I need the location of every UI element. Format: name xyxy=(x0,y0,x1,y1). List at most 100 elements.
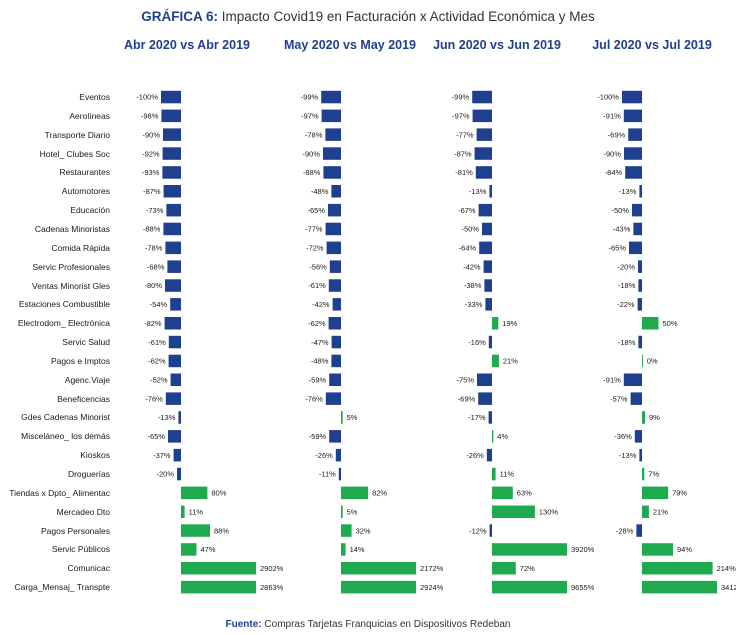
data-label: 94% xyxy=(677,545,692,554)
bar xyxy=(488,411,492,424)
bar xyxy=(478,203,492,217)
data-label: -13% xyxy=(619,451,637,460)
category-label: Hotel_ Clubes Soc xyxy=(39,148,110,159)
category-label: Comunicac xyxy=(67,563,110,574)
panel-title-abr: Abr 2020 vs Abr 2019 xyxy=(123,38,250,52)
data-label: 2863% xyxy=(260,583,284,592)
bar xyxy=(328,317,341,330)
data-label: 21% xyxy=(503,357,518,366)
data-label: -78% xyxy=(145,244,163,253)
bar xyxy=(341,505,343,518)
data-label: 2902% xyxy=(260,564,284,573)
bar xyxy=(329,430,341,443)
bar xyxy=(181,505,185,518)
bar xyxy=(482,222,492,236)
data-label: 32% xyxy=(356,526,371,535)
bar xyxy=(341,411,343,424)
data-label: -91% xyxy=(603,375,621,384)
data-label: 19% xyxy=(502,319,517,328)
data-label: -61% xyxy=(148,338,166,347)
data-label: -92% xyxy=(142,149,160,158)
data-label: 63% xyxy=(517,489,532,498)
bar xyxy=(622,90,642,104)
data-label: -69% xyxy=(608,130,626,139)
bar xyxy=(162,166,181,179)
data-label: -91% xyxy=(603,112,621,121)
data-label: 5% xyxy=(347,507,358,516)
data-label: -13% xyxy=(158,413,176,422)
bar xyxy=(633,222,642,236)
data-label: 14% xyxy=(350,545,365,554)
data-label: 2924% xyxy=(420,583,444,592)
bar xyxy=(165,392,181,405)
data-label: -57% xyxy=(610,394,628,403)
category-label: Servic Profesionales xyxy=(32,261,110,272)
data-label: -48% xyxy=(311,187,329,196)
data-label: -98% xyxy=(141,112,159,121)
bar xyxy=(326,241,341,255)
bar xyxy=(181,562,256,575)
panel-title-jul: Jul 2020 vs Jul 2019 xyxy=(592,38,712,52)
data-label: 72% xyxy=(520,564,535,573)
bar xyxy=(168,335,181,349)
data-label: 9655% xyxy=(571,583,595,592)
bar xyxy=(321,90,341,104)
data-label: -26% xyxy=(466,451,484,460)
bar xyxy=(341,562,416,575)
data-label: -88% xyxy=(143,225,161,234)
bar xyxy=(625,166,642,179)
data-label: -13% xyxy=(469,187,487,196)
data-label: -16% xyxy=(468,338,486,347)
bar xyxy=(638,279,642,292)
category-label: Pagos e Imptos xyxy=(50,355,110,366)
source-note: Fuente: Compras Tarjetas Franquicias en … xyxy=(0,619,736,630)
data-label: -61% xyxy=(308,281,326,290)
bar xyxy=(492,562,516,575)
category-label: Misceláneo_ los demás xyxy=(21,431,110,442)
bar xyxy=(173,448,181,462)
bar xyxy=(168,430,181,443)
bar xyxy=(161,90,181,104)
bar xyxy=(623,109,642,123)
bar xyxy=(638,260,642,273)
bar xyxy=(338,467,341,481)
category-label: Restaurantes xyxy=(59,167,110,178)
bar xyxy=(332,298,341,311)
data-label: -59% xyxy=(309,432,327,441)
bar xyxy=(162,147,181,160)
bar xyxy=(642,317,659,330)
bar xyxy=(629,241,642,255)
data-label: -56% xyxy=(309,262,327,271)
bar xyxy=(331,354,341,368)
bar xyxy=(181,524,210,537)
source-lead: Fuente: xyxy=(225,619,262,630)
bar xyxy=(638,335,642,349)
data-label: -75% xyxy=(456,375,474,384)
bar xyxy=(630,392,642,405)
bar xyxy=(489,185,492,198)
category-label: Servic Públicos xyxy=(51,544,110,555)
data-label: -90% xyxy=(302,149,320,158)
bar xyxy=(170,298,181,311)
data-label: 4% xyxy=(497,432,508,441)
data-label: 0% xyxy=(647,357,658,366)
data-label: -90% xyxy=(142,130,160,139)
bar xyxy=(623,373,642,386)
bar xyxy=(329,260,341,273)
bar xyxy=(323,147,341,160)
category-label: Transporte Diario xyxy=(44,129,110,140)
bar xyxy=(331,185,341,198)
data-label: 79% xyxy=(672,489,687,498)
data-label: -11% xyxy=(319,470,336,479)
data-label: 130% xyxy=(539,507,559,516)
data-label: -28% xyxy=(616,526,634,535)
bar xyxy=(636,524,642,537)
data-label: 11% xyxy=(500,470,515,479)
bar xyxy=(325,392,341,405)
data-label: -65% xyxy=(307,206,325,215)
bar xyxy=(476,128,492,141)
bar xyxy=(642,580,717,594)
data-label: -65% xyxy=(608,244,626,253)
chart-title-text: Impacto Covid19 en Facturación x Activid… xyxy=(221,9,595,24)
